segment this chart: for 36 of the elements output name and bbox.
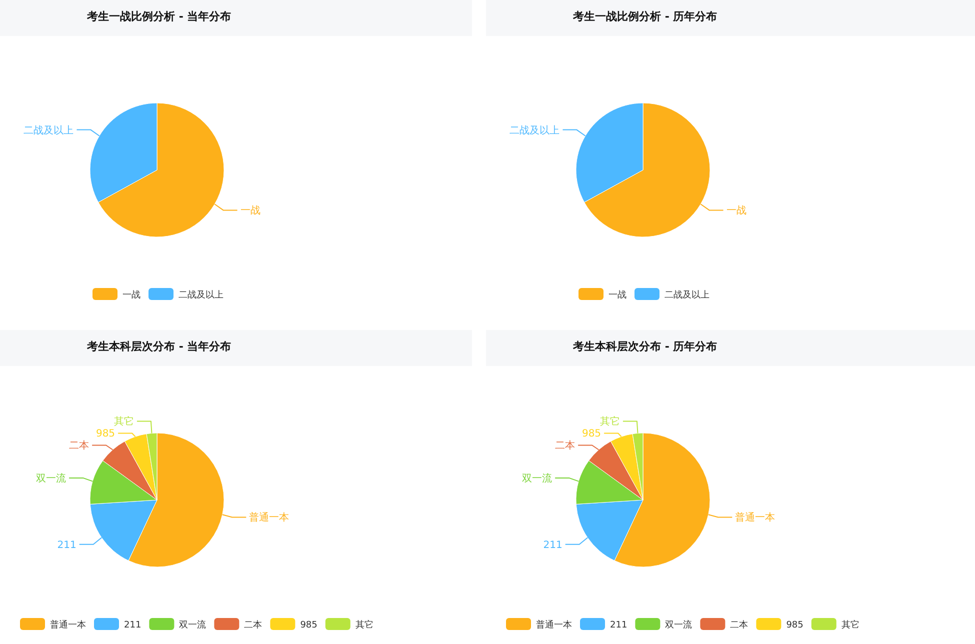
slice-label: 211 bbox=[57, 540, 76, 551]
slice-label: 其它 bbox=[114, 416, 134, 428]
chart-title: 考生本科层次分布 - 当年分布 bbox=[86, 340, 232, 353]
legend-label: 普通一本 bbox=[50, 620, 86, 630]
legend-label: 一战 bbox=[122, 290, 140, 300]
legend-label: 二战及以上 bbox=[664, 290, 710, 300]
slice-label: 普通一本 bbox=[735, 512, 776, 524]
slice-label: 211 bbox=[543, 540, 562, 551]
slice-label: 普通一本 bbox=[249, 512, 290, 524]
legend-label: 双一流 bbox=[179, 620, 206, 630]
legend-label: 211 bbox=[610, 620, 628, 630]
chart-title: 考生一战比例分析 - 历年分布 bbox=[572, 10, 718, 23]
legend-label: 211 bbox=[124, 620, 142, 630]
slice-label: 985 bbox=[582, 428, 602, 440]
legend-label: 一战 bbox=[608, 290, 626, 300]
slice-label: 一战 bbox=[240, 204, 260, 217]
legend-label: 其它 bbox=[355, 620, 374, 630]
chart-title: 考生本科层次分布 - 历年分布 bbox=[572, 340, 718, 353]
legend-label: 985 bbox=[786, 620, 804, 630]
slice-label: 双一流 bbox=[36, 472, 66, 484]
legend-label: 二战及以上 bbox=[178, 290, 224, 300]
legend-label: 其它 bbox=[841, 620, 860, 630]
slice-label: 一战 bbox=[726, 204, 746, 217]
slice-label: 二战及以上 bbox=[24, 124, 74, 136]
slice-label: 985 bbox=[96, 428, 116, 440]
slice-label: 二战及以上 bbox=[510, 124, 560, 136]
legend-label: 普通一本 bbox=[536, 620, 572, 630]
legend-label: 二本 bbox=[244, 620, 262, 630]
slice-label: 二本 bbox=[69, 440, 90, 452]
legend-label: 二本 bbox=[730, 620, 748, 630]
legend-label: 双一流 bbox=[665, 620, 692, 630]
legend-label: 985 bbox=[300, 620, 318, 630]
chart-title: 考生一战比例分析 - 当年分布 bbox=[86, 10, 232, 23]
slice-label: 双一流 bbox=[522, 472, 552, 484]
slice-label: 其它 bbox=[600, 416, 620, 428]
slice-label: 二本 bbox=[555, 440, 576, 452]
